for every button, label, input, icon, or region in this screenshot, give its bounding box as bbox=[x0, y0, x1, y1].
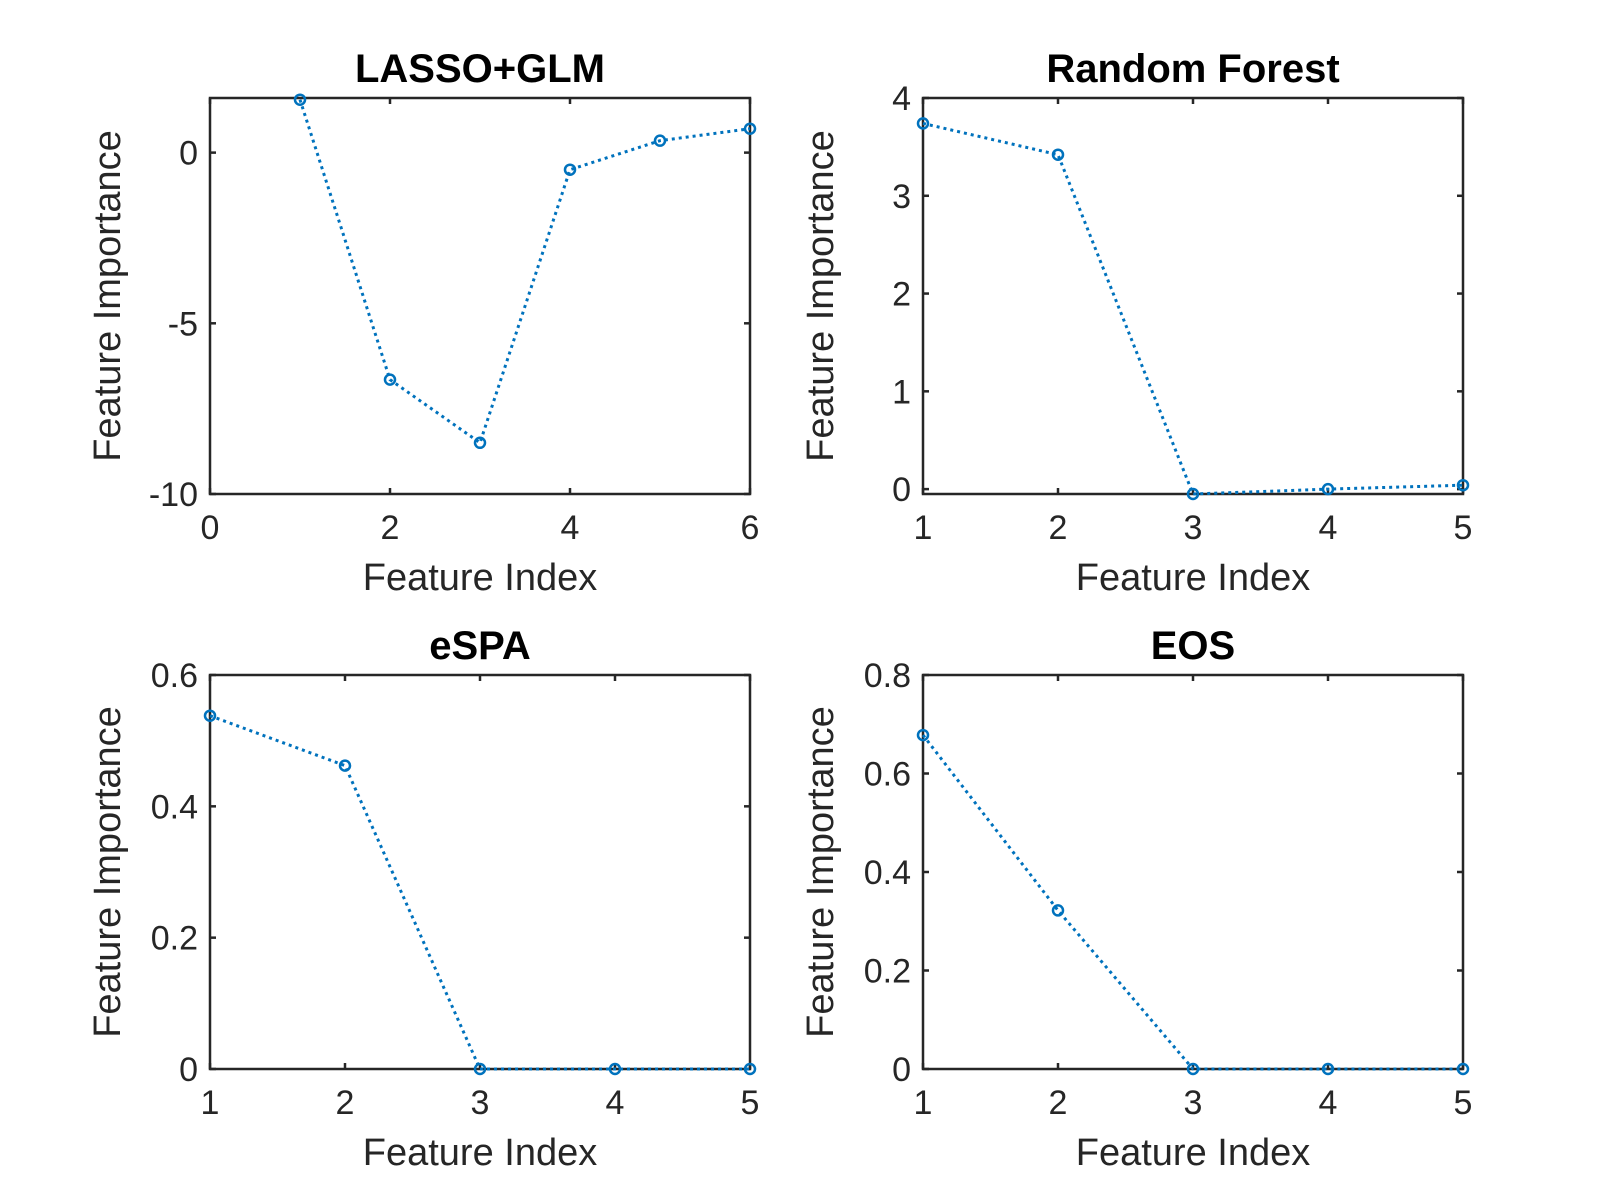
chart-title: eSPA bbox=[429, 624, 531, 668]
data-point bbox=[338, 759, 352, 772]
x-tick-label: 2 bbox=[1049, 1084, 1068, 1122]
x-tick-label: 3 bbox=[471, 1084, 490, 1122]
x-tick-label: 3 bbox=[1184, 509, 1203, 547]
axes-box bbox=[921, 96, 1465, 496]
data-point bbox=[743, 122, 757, 135]
subplot-3: 1 2 3 4 5 0 0.2 0.4 0.6 eSPA Feature Index Feature … bbox=[87, 624, 759, 1174]
series-line bbox=[298, 99, 751, 446]
axes-box bbox=[921, 673, 1465, 1071]
series-line bbox=[922, 121, 1464, 496]
data-point bbox=[1321, 482, 1335, 496]
data-point bbox=[1051, 148, 1065, 161]
x-tick-label: 4 bbox=[606, 1084, 625, 1122]
subplot-4: 1 2 3 4 5 0 0.2 0.4 0.6 0.8 EOS Feature Index Featur… bbox=[800, 624, 1472, 1174]
data-point bbox=[383, 373, 397, 386]
y-tick-label: 0 bbox=[179, 1051, 198, 1089]
axes-box bbox=[208, 673, 752, 1071]
x-tick-label: 1 bbox=[201, 1084, 220, 1122]
x-tick-label: 5 bbox=[1454, 1084, 1473, 1122]
x-tick-label: 4 bbox=[1319, 509, 1338, 547]
data-point bbox=[653, 134, 667, 147]
chart-title: EOS bbox=[1151, 624, 1235, 668]
series-line bbox=[921, 734, 1463, 1071]
data-point bbox=[743, 1062, 757, 1076]
data-point bbox=[563, 163, 577, 176]
y-tick-label: 3 bbox=[892, 178, 911, 216]
y-axis-label: Feature Importance bbox=[87, 130, 129, 462]
y-tick-label: 0.6 bbox=[151, 657, 198, 695]
chart-title: Random Forest bbox=[1046, 47, 1339, 91]
x-tick-label: 4 bbox=[561, 509, 580, 547]
x-axis-label: Feature Index bbox=[363, 1132, 597, 1174]
data-point bbox=[1186, 487, 1200, 501]
y-tick-label: 1 bbox=[892, 373, 911, 411]
x-tick-label: 2 bbox=[1049, 509, 1068, 547]
x-tick-label: 2 bbox=[381, 509, 400, 547]
y-tick-label: -10 bbox=[149, 476, 198, 514]
x-tick-label: 2 bbox=[336, 1084, 355, 1122]
data-point bbox=[608, 1062, 622, 1076]
y-tick-label: 0.4 bbox=[864, 854, 911, 892]
x-tick-label: 5 bbox=[741, 1084, 760, 1122]
y-tick-label: 0.2 bbox=[151, 920, 198, 958]
x-tick-label: 1 bbox=[914, 1084, 933, 1122]
y-tick-label: 0.8 bbox=[864, 657, 911, 695]
x-axis-label: Feature Index bbox=[363, 557, 597, 599]
data-point bbox=[1186, 1062, 1200, 1076]
x-tick-label: 1 bbox=[914, 509, 933, 547]
y-tick-label: 0 bbox=[892, 1051, 911, 1089]
data-point bbox=[1456, 1062, 1470, 1076]
y-tick-label: 4 bbox=[892, 80, 911, 118]
data-point bbox=[473, 1062, 487, 1076]
y-tick-label: 0.6 bbox=[864, 756, 911, 794]
x-tick-label: 0 bbox=[201, 509, 220, 547]
y-axis-label: Feature Importance bbox=[800, 130, 842, 462]
x-tick-label: 3 bbox=[1184, 1084, 1203, 1122]
data-point bbox=[293, 93, 307, 106]
y-tick-label: 0 bbox=[179, 135, 198, 173]
y-axis-label: Feature Importance bbox=[87, 706, 129, 1038]
data-point bbox=[203, 709, 217, 722]
y-axis-label: Feature Importance bbox=[800, 706, 842, 1038]
data-point bbox=[1456, 478, 1470, 492]
x-axis-label: Feature Index bbox=[1076, 557, 1310, 599]
x-tick-label: 4 bbox=[1319, 1084, 1338, 1122]
x-tick-label: 6 bbox=[741, 509, 760, 547]
y-tick-label: -5 bbox=[168, 305, 198, 343]
data-point bbox=[916, 117, 930, 130]
y-tick-label: 0.4 bbox=[151, 788, 198, 826]
chart-title: LASSO+GLM bbox=[355, 47, 605, 91]
data-point bbox=[1321, 1062, 1335, 1076]
x-axis-label: Feature Index bbox=[1076, 1132, 1310, 1174]
data-point bbox=[473, 436, 487, 450]
axes-box bbox=[208, 96, 752, 496]
y-tick-label: 0 bbox=[892, 471, 911, 509]
data-point bbox=[916, 728, 930, 742]
subplot-1: 0 2 4 6 -10 -5 0 LASSO+GLM Feature Index Feature … bbox=[87, 47, 759, 599]
x-tick-label: 5 bbox=[1454, 509, 1473, 547]
y-tick-label: 0.2 bbox=[864, 953, 911, 991]
y-tick-label: 2 bbox=[892, 276, 911, 314]
data-point bbox=[1051, 904, 1065, 917]
